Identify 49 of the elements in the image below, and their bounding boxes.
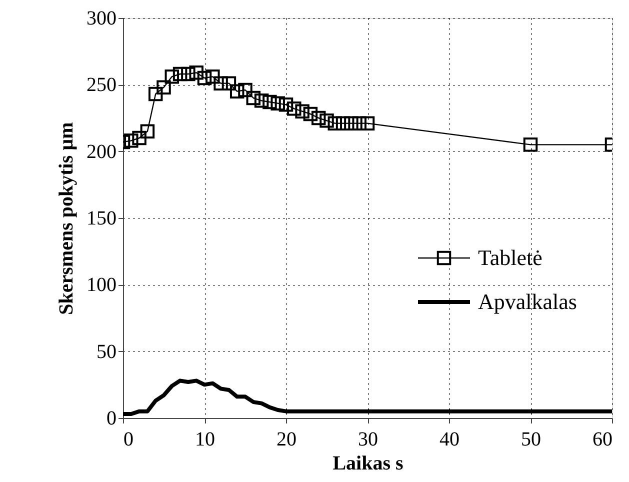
y-tick-label: 0 <box>106 408 116 430</box>
point <box>222 76 236 90</box>
y-axis-title: Skersmens pokytis µm <box>56 122 78 315</box>
x-tick-label: 60 <box>592 428 612 450</box>
y-tick-label: 150 <box>86 208 116 230</box>
y-tick-label: 300 <box>86 8 116 30</box>
point <box>270 96 285 110</box>
point <box>278 98 294 112</box>
point <box>523 138 538 152</box>
point <box>124 134 138 148</box>
x-tick-label: 20 <box>276 428 296 450</box>
point <box>320 114 334 128</box>
legend-label: Tabletė <box>478 245 542 270</box>
x-tick-label: 40 <box>440 428 460 450</box>
point <box>172 66 188 82</box>
x-axis-title: Laikas s <box>332 452 404 474</box>
x-tick-label: 50 <box>521 428 541 450</box>
point <box>197 70 212 86</box>
point <box>295 104 310 118</box>
y-tick-label: 100 <box>86 274 116 296</box>
y-tick-label: 250 <box>86 74 116 96</box>
y-tick-label: 200 <box>86 140 116 163</box>
point <box>336 116 350 130</box>
point <box>360 116 375 130</box>
point <box>254 94 269 108</box>
point <box>303 106 318 122</box>
point <box>262 94 277 110</box>
point <box>246 90 261 106</box>
x-tick-label: 30 <box>358 428 378 450</box>
point <box>214 76 228 90</box>
x-tick-label: 0 <box>124 428 134 450</box>
point <box>206 70 220 84</box>
point <box>230 84 244 98</box>
point <box>181 66 196 82</box>
point <box>311 110 326 126</box>
point <box>148 86 163 102</box>
point <box>352 116 366 130</box>
point <box>344 116 358 130</box>
point <box>140 124 155 138</box>
point <box>328 116 342 130</box>
legend-label: Apvalkalas <box>478 289 577 314</box>
point <box>164 70 180 84</box>
point <box>189 66 204 80</box>
x-tick-label: 10 <box>195 428 215 450</box>
y-tick-label: 50 <box>96 340 116 363</box>
point <box>238 82 252 98</box>
point <box>132 130 146 146</box>
point <box>287 102 302 116</box>
point <box>156 80 171 94</box>
